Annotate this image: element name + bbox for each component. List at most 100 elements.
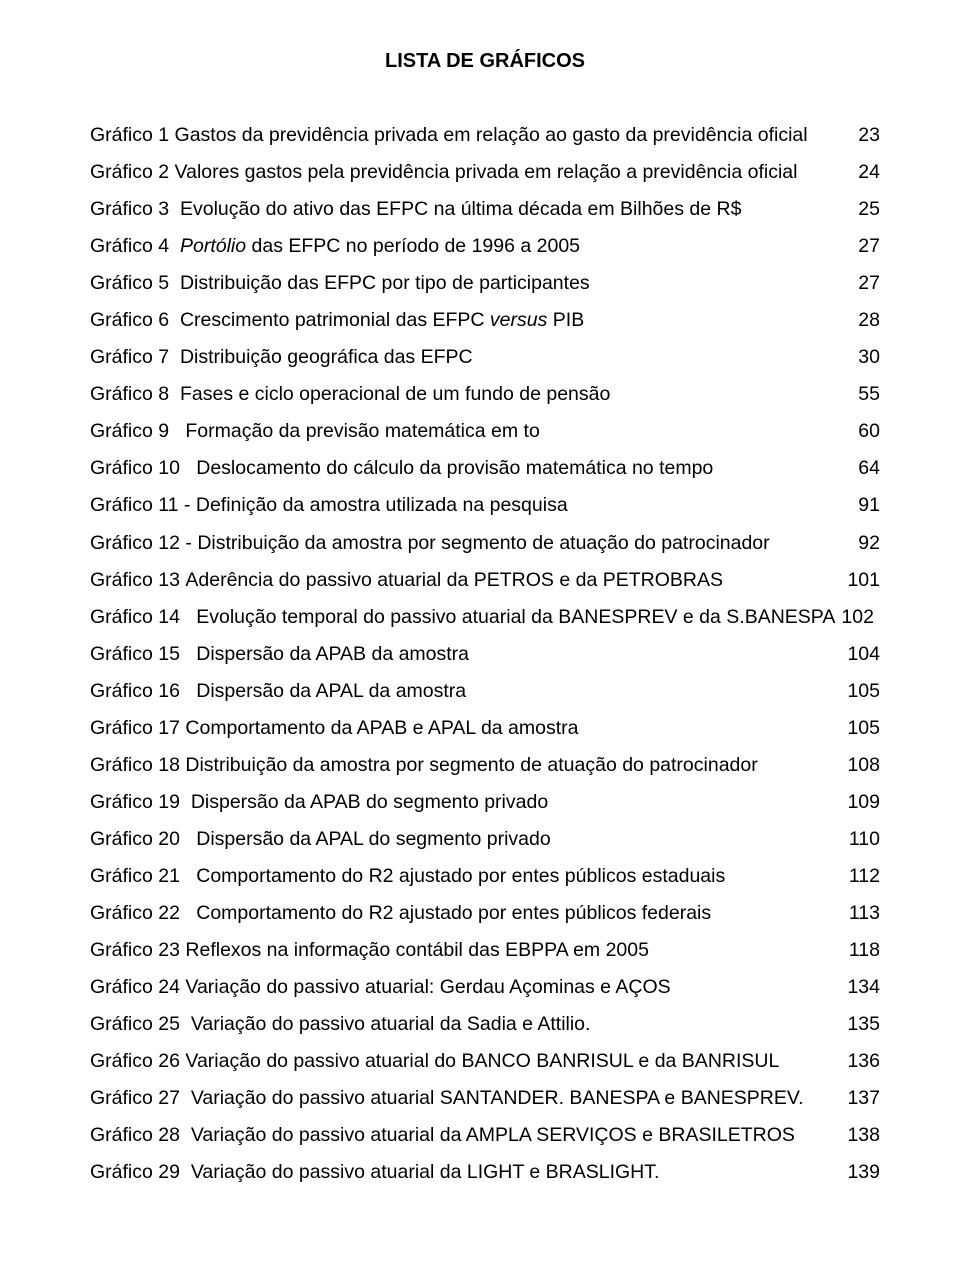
toc-gap <box>169 413 185 450</box>
toc-item: Gráfico 14 Evolução temporal do passivo … <box>90 599 880 636</box>
toc-page: 134 <box>841 969 880 1006</box>
toc-item: Gráfico 29 Variação do passivo atuarial … <box>90 1154 880 1191</box>
toc-prefix: Gráfico 8 <box>90 376 169 413</box>
toc-gap <box>180 821 196 858</box>
toc-gap <box>169 191 180 228</box>
page-title: LISTA DE GRÁFICOS <box>90 50 880 73</box>
toc-item: Gráfico 3 Evolução do ativo das EFPC na … <box>90 191 880 228</box>
toc-prefix: Gráfico 29 <box>90 1154 180 1191</box>
toc-prefix: Gráfico 11 <box>90 487 179 524</box>
toc-label: Variação do passivo atuarial da LIGHT e … <box>191 1154 660 1191</box>
toc-page: 27 <box>844 265 880 302</box>
toc-label: Crescimento patrimonial das EFPC versus … <box>180 302 584 339</box>
toc-page: 137 <box>841 1080 880 1117</box>
toc-prefix: Gráfico 13 <box>90 562 180 599</box>
toc-prefix: Gráfico 6 <box>90 302 169 339</box>
toc-prefix: Gráfico 26 <box>90 1043 180 1080</box>
toc-label: Evolução do ativo das EFPC na última déc… <box>180 191 741 228</box>
toc-label: Evolução temporal do passivo atuarial da… <box>196 599 835 636</box>
toc-item: Gráfico 7 Distribuição geográfica das EF… <box>90 339 880 376</box>
toc-prefix: Gráfico 25 <box>90 1006 180 1043</box>
toc-label: Fases e ciclo operacional de um fundo de… <box>180 376 610 413</box>
toc-item: Gráfico 2 Valores gastos pela previdênci… <box>90 154 880 191</box>
toc-label: Dispersão da APAL do segmento privado <box>196 821 550 858</box>
toc-label: Gastos da previdência privada em relação… <box>175 117 808 154</box>
toc-gap: - <box>179 487 196 524</box>
toc-label: Variação do passivo atuarial do BANCO BA… <box>185 1043 779 1080</box>
toc-item: Gráfico 10 Deslocamento do cálculo da pr… <box>90 450 880 487</box>
toc-page: 139 <box>841 1154 880 1191</box>
toc-page: 112 <box>843 858 880 895</box>
toc-prefix: Gráfico 19 <box>90 784 180 821</box>
toc-label: Comportamento da APAB e APAL da amostra <box>185 710 578 747</box>
toc-label: Valores gastos pela previdência privada … <box>175 154 798 191</box>
toc-gap <box>169 376 180 413</box>
toc-gap <box>180 1154 191 1191</box>
toc-label: Variação do passivo atuarial SANTANDER. … <box>191 1080 804 1117</box>
toc-page: 23 <box>844 117 880 154</box>
toc-label: Dispersão da APAL da amostra <box>196 673 466 710</box>
toc-page: 60 <box>844 413 880 450</box>
toc-gap <box>180 1117 191 1154</box>
toc-item: Gráfico 22 Comportamento do R2 ajustado … <box>90 895 880 932</box>
toc-prefix: Gráfico 2 <box>90 154 169 191</box>
toc-page: 109 <box>841 784 880 821</box>
toc-prefix: Gráfico 28 <box>90 1117 180 1154</box>
toc-item: Gráfico 24 Variação do passivo atuarial:… <box>90 969 880 1006</box>
toc-gap <box>180 636 196 673</box>
toc-prefix: Gráfico 16 <box>90 673 180 710</box>
toc-prefix: Gráfico 18 <box>90 747 180 784</box>
toc-item: Gráfico 21 Comportamento do R2 ajustado … <box>90 858 880 895</box>
toc-page: 27 <box>844 228 880 265</box>
toc-page: 118 <box>843 932 880 969</box>
toc-label: Deslocamento do cálculo da provisão mate… <box>196 450 713 487</box>
toc-item: Gráfico 9 Formação da previsão matemátic… <box>90 413 880 450</box>
toc-gap <box>180 895 196 932</box>
toc-gap <box>180 673 196 710</box>
toc-gap <box>169 228 180 265</box>
toc-page: 104 <box>841 636 880 673</box>
toc-item: Gráfico 26 Variação do passivo atuarial … <box>90 1043 880 1080</box>
toc-gap <box>180 858 196 895</box>
toc-prefix: Gráfico 20 <box>90 821 180 858</box>
toc-page: 113 <box>843 895 880 932</box>
toc-page: 138 <box>841 1117 880 1154</box>
toc-item: Gráfico 15 Dispersão da APAB da amostra1… <box>90 636 880 673</box>
toc-page: 101 <box>841 562 880 599</box>
toc-page: 64 <box>844 450 880 487</box>
toc-prefix: Gráfico 9 <box>90 413 169 450</box>
toc-label: Aderência do passivo atuarial da PETROS … <box>185 562 723 599</box>
toc-item: Gráfico 12 - Distribuição da amostra por… <box>90 525 880 562</box>
toc-label: Definição da amostra utilizada na pesqui… <box>196 487 568 524</box>
toc-page: 28 <box>844 302 880 339</box>
toc-prefix: Gráfico 21 <box>90 858 180 895</box>
toc-page: 108 <box>841 747 880 784</box>
toc-gap <box>180 1006 191 1043</box>
toc-list: Gráfico 1 Gastos da previdência privada … <box>90 117 880 1191</box>
toc-item: Gráfico 6 Crescimento patrimonial das EF… <box>90 302 880 339</box>
toc-page: 136 <box>841 1043 880 1080</box>
toc-prefix: Gráfico 27 <box>90 1080 180 1117</box>
toc-label: Distribuição da amostra por segmento de … <box>197 525 769 562</box>
toc-page: 91 <box>844 487 880 524</box>
toc-label: Dispersão da APAB do segmento privado <box>191 784 548 821</box>
toc-gap <box>169 302 180 339</box>
toc-page: 30 <box>844 339 880 376</box>
toc-item: Gráfico 27 Variação do passivo atuarial … <box>90 1080 880 1117</box>
toc-prefix: Gráfico 4 <box>90 228 169 265</box>
toc-label: Comportamento do R2 ajustado por entes p… <box>196 895 711 932</box>
toc-page: 24 <box>844 154 880 191</box>
toc-label: Portólio das EFPC no período de 1996 a 2… <box>180 228 580 265</box>
toc-prefix: Gráfico 24 <box>90 969 180 1006</box>
toc-item: Gráfico 4 Portólio das EFPC no período d… <box>90 228 880 265</box>
toc-item: Gráfico 23 Reflexos na informação contáb… <box>90 932 880 969</box>
toc-gap <box>169 265 180 302</box>
toc-label: Distribuição geográfica das EFPC <box>180 339 473 376</box>
toc-label: Dispersão da APAB da amostra <box>196 636 469 673</box>
toc-gap <box>180 599 196 636</box>
toc-prefix: Gráfico 5 <box>90 265 169 302</box>
toc-gap: - <box>180 525 197 562</box>
toc-prefix: Gráfico 3 <box>90 191 169 228</box>
toc-item: Gráfico 28 Variação do passivo atuarial … <box>90 1117 880 1154</box>
toc-item: Gráfico 8 Fases e ciclo operacional de u… <box>90 376 880 413</box>
